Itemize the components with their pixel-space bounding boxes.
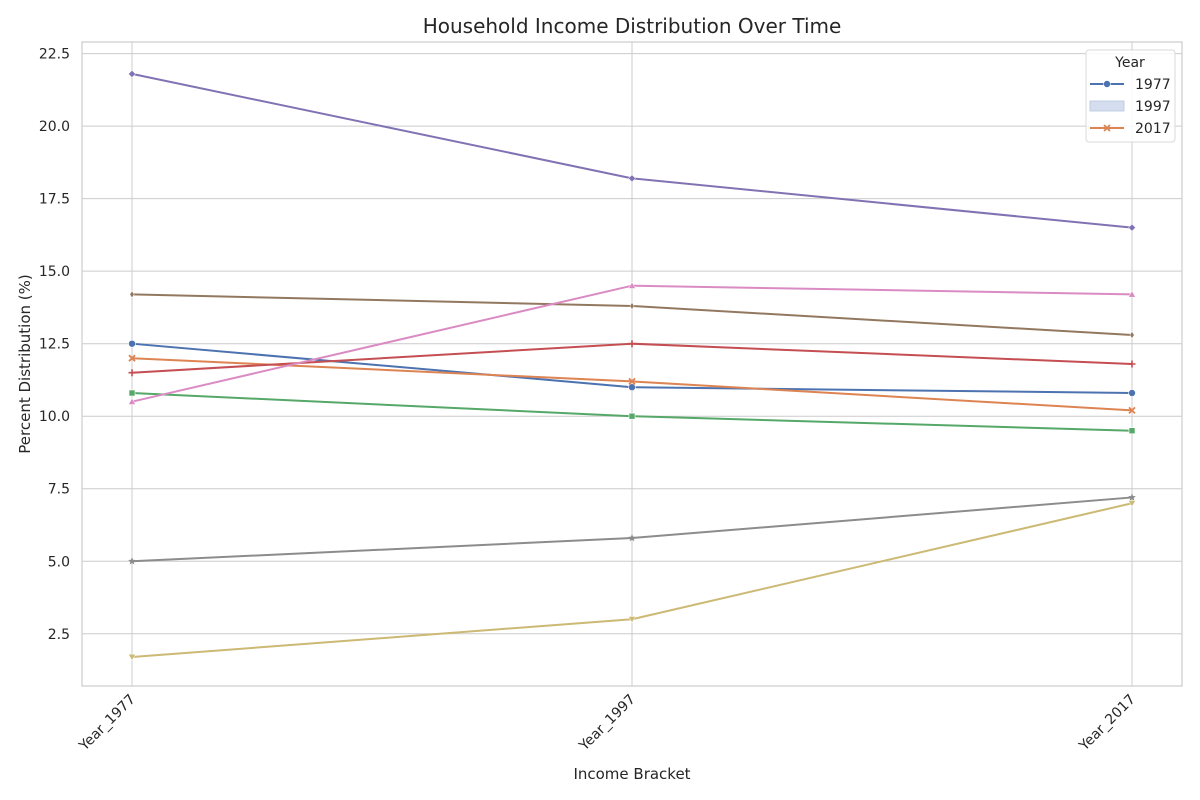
plot-frame: [81, 41, 1183, 687]
data-point: [128, 397, 136, 405]
data-point: [628, 281, 636, 289]
legend: Year 1977 1997 2017: [1085, 49, 1176, 143]
data-point: [1128, 223, 1136, 232]
data-point: [1128, 389, 1136, 397]
x-tick-label: Year_1997: [576, 692, 639, 755]
data-point: [128, 389, 136, 397]
y-axis-title: Percent Distribution (%): [16, 274, 34, 453]
y-tick-label: 22.5: [39, 47, 70, 63]
legend-marker: [1103, 124, 1111, 132]
data-point: [628, 340, 636, 348]
series-2: [128, 354, 1136, 415]
y-tick-label: 12.5: [39, 337, 70, 353]
legend-entry: 1977: [1090, 77, 1171, 93]
x-axis-title: Income Bracket: [573, 765, 690, 783]
data-point: [629, 302, 635, 310]
data-point: [1128, 493, 1136, 501]
legend-box: [1085, 49, 1176, 143]
legend-entry: 1997: [1089, 99, 1171, 115]
data-point: [1129, 331, 1135, 339]
legend-label: 1977: [1135, 77, 1171, 93]
data-point: [628, 534, 636, 542]
series-3: [128, 389, 1136, 435]
legend-entry: 2017: [1090, 121, 1171, 137]
y-tick-label: 20.0: [39, 119, 70, 135]
series-5: [128, 70, 1136, 232]
data-point: [128, 339, 136, 348]
data-point: [1128, 360, 1136, 368]
legend-band-swatch: [1089, 100, 1125, 112]
x-tick-label: Year_2017: [1076, 692, 1139, 755]
y-tick-label: 17.5: [39, 192, 70, 208]
series-group: [128, 70, 1136, 662]
series-7: [128, 281, 1136, 405]
legend-title: Year: [1114, 55, 1145, 71]
y-tick-label: 2.5: [48, 627, 70, 643]
data-point: [628, 377, 636, 386]
series-6: [129, 290, 1135, 339]
y-axis-ticks: 2.5 5.0 7.5 10.0 12.5 15.0 17.5 20.0 22.5: [39, 47, 70, 643]
data-point: [128, 70, 136, 78]
y-tick-label: 7.5: [48, 482, 70, 498]
y-tick-label: 15.0: [39, 264, 70, 280]
data-point: [628, 412, 636, 420]
data-point: [628, 383, 636, 392]
series-1: [128, 339, 1136, 397]
legend-label: 1997: [1135, 99, 1171, 115]
data-point: [128, 369, 136, 377]
data-point: [128, 557, 136, 565]
legend-entries: 1977 1997 2017: [1089, 77, 1171, 137]
series-8: [128, 493, 1136, 565]
chart-title: Household Income Distribution Over Time: [423, 14, 842, 38]
x-tick-label: Year_1977: [76, 692, 139, 755]
series-9: [128, 500, 1136, 662]
data-point: [128, 354, 136, 362]
data-point: [1128, 406, 1136, 415]
y-tick-label: 5.0: [48, 554, 70, 570]
legend-marker: [1103, 80, 1111, 88]
data-point: [1128, 500, 1136, 508]
data-point: [1128, 427, 1136, 435]
data-point: [628, 616, 636, 624]
data-point: [628, 174, 636, 183]
data-point: [1128, 290, 1136, 298]
x-axis-ticks: Year_1977 Year_1997 Year_2017: [76, 692, 1139, 755]
legend-label: 2017: [1135, 121, 1171, 137]
y-tick-label: 10.0: [39, 409, 70, 425]
data-point: [128, 653, 136, 662]
data-point: [129, 290, 135, 299]
